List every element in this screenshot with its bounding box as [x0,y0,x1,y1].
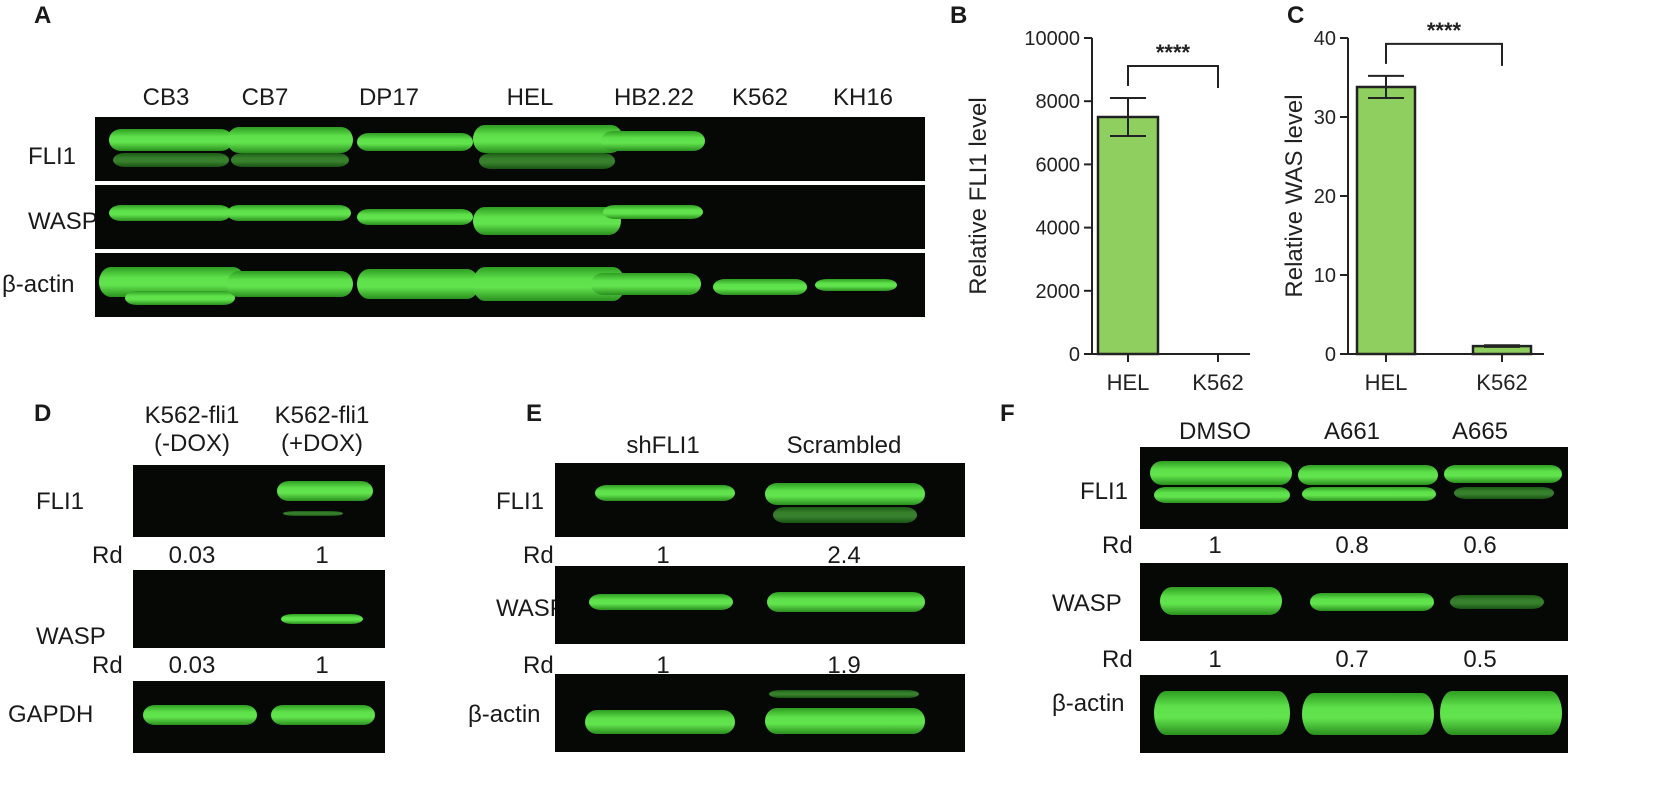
rd-value: 1 [1208,532,1222,559]
x-tick-label: HEL [1107,370,1150,395]
significance-bracket [1385,42,1503,66]
lane-label-hb222: HB2.22 [613,84,695,111]
blot-a-fli1 [95,117,925,181]
x-tick-label: K562 [1192,370,1243,395]
lane-label-scrambled: Scrambled [786,432,902,459]
rd-value: 0.7 [1335,646,1369,673]
row-label-e-wasp: WASP [496,595,566,622]
y-tick-label: 20 [1314,186,1336,208]
bar [1096,115,1160,356]
panel-f-letter: F [1000,400,1015,427]
row-label-d-gapdh: GAPDH [8,701,94,728]
lane-label-dmso: DMSO [1179,418,1251,445]
blot-e-wasp [555,566,965,644]
panel-b-letter: B [950,2,968,29]
rd-value: 1 [656,652,670,679]
rd-value: 1 [1208,646,1222,673]
rd-value: 0.8 [1335,532,1369,559]
rd-label-e-fli1: Rd [523,542,554,569]
row-label-f-beta-actin: β-actin [1052,690,1125,717]
blot-f-beta-actin [1140,675,1568,753]
rd-label-d-wasp: Rd [92,652,123,679]
lane-label-hel: HEL [506,84,554,111]
significance-label: **** [1156,40,1191,65]
rd-value: 0.03 [168,542,216,569]
row-label-e-beta-actin: β-actin [468,701,541,728]
y-tick-label: 2000 [1036,281,1081,303]
rd-value: 0.03 [168,652,216,679]
lane-label-minus-dox: K562-fli1 (-DOX) [144,402,240,457]
rd-label-f-wasp: Rd [1102,646,1133,673]
x-tick-label: HEL [1365,370,1408,395]
rd-label-e-wasp: Rd [523,652,554,679]
blot-d-fli1 [133,465,385,537]
blot-f-wasp [1140,563,1568,641]
y-tick-label: 10000 [1024,28,1080,50]
lane-label-shfli1: shFLI1 [626,432,700,459]
y-tick-label: 4000 [1036,218,1081,240]
row-label-wasp: WASP [28,208,98,235]
lane-label-plus-dox: K562-fli1 (+DOX) [274,402,370,457]
y-tick-label: 0 [1069,344,1080,366]
y-axis-label: Relative WAS level [1281,94,1308,297]
panel-c-letter: C [1287,2,1305,29]
lane-label-a661: A661 [1323,418,1381,445]
x-tick-label: K562 [1476,370,1527,395]
row-label-beta-actin: β-actin [2,271,75,298]
y-axis-label: Relative FLI1 level [965,97,992,294]
y-tick-label: 40 [1314,28,1336,50]
chart-c: 0 10 20 30 40 Relative WAS level HEL K562 **** [1281,18,1544,395]
lane-label-k562: K562 [731,84,789,111]
significance-label: **** [1427,18,1462,43]
rd-value: 1 [315,652,329,679]
significance-bracket [1127,65,1219,89]
lane-label-cb3: CB3 [142,84,190,111]
panel-d-letter: D [34,400,52,427]
y-tick-label: 6000 [1036,154,1081,176]
rd-value: 2.4 [827,542,861,569]
rd-value: 0.5 [1463,646,1497,673]
y-tick-label: 8000 [1036,91,1081,113]
rd-label-d-fli1: Rd [92,542,123,569]
row-label-d-wasp: WASP [36,623,106,650]
row-label-f-fli1: FLI1 [1080,478,1129,505]
lane-label-dp17: DP17 [358,84,420,111]
blot-d-gapdh [133,681,385,753]
blot-e-fli1 [555,463,965,537]
blot-d-wasp [133,570,385,648]
row-label-e-fli1: FLI1 [496,488,545,515]
blot-e-beta-actin [555,674,965,752]
blot-f-fli1 [1140,447,1568,529]
rd-value: 1 [315,542,329,569]
lane-label-a665: A665 [1451,418,1509,445]
panel-a-letter: A [34,2,52,29]
chart-b: 0 2000 4000 6000 8000 10000 Relative FLI1 leve… [965,28,1250,395]
rd-value: 0.6 [1463,532,1497,559]
lane-label-kh16: KH16 [832,84,894,111]
y-tick-label: 0 [1325,344,1336,366]
rd-label-f-fli1: Rd [1102,532,1133,559]
row-label-d-fli1: FLI1 [36,488,85,515]
rd-value: 1 [656,542,670,569]
row-label-f-wasp: WASP [1052,590,1122,617]
lane-label-cb7: CB7 [241,84,289,111]
blot-a-wasp [95,185,925,249]
y-tick-label: 10 [1314,265,1336,287]
row-label-fli1: FLI1 [28,143,77,170]
bar [1355,85,1417,356]
panel-e-letter: E [526,400,543,427]
blot-a-beta-actin [95,253,925,317]
y-tick-label: 30 [1314,107,1336,129]
